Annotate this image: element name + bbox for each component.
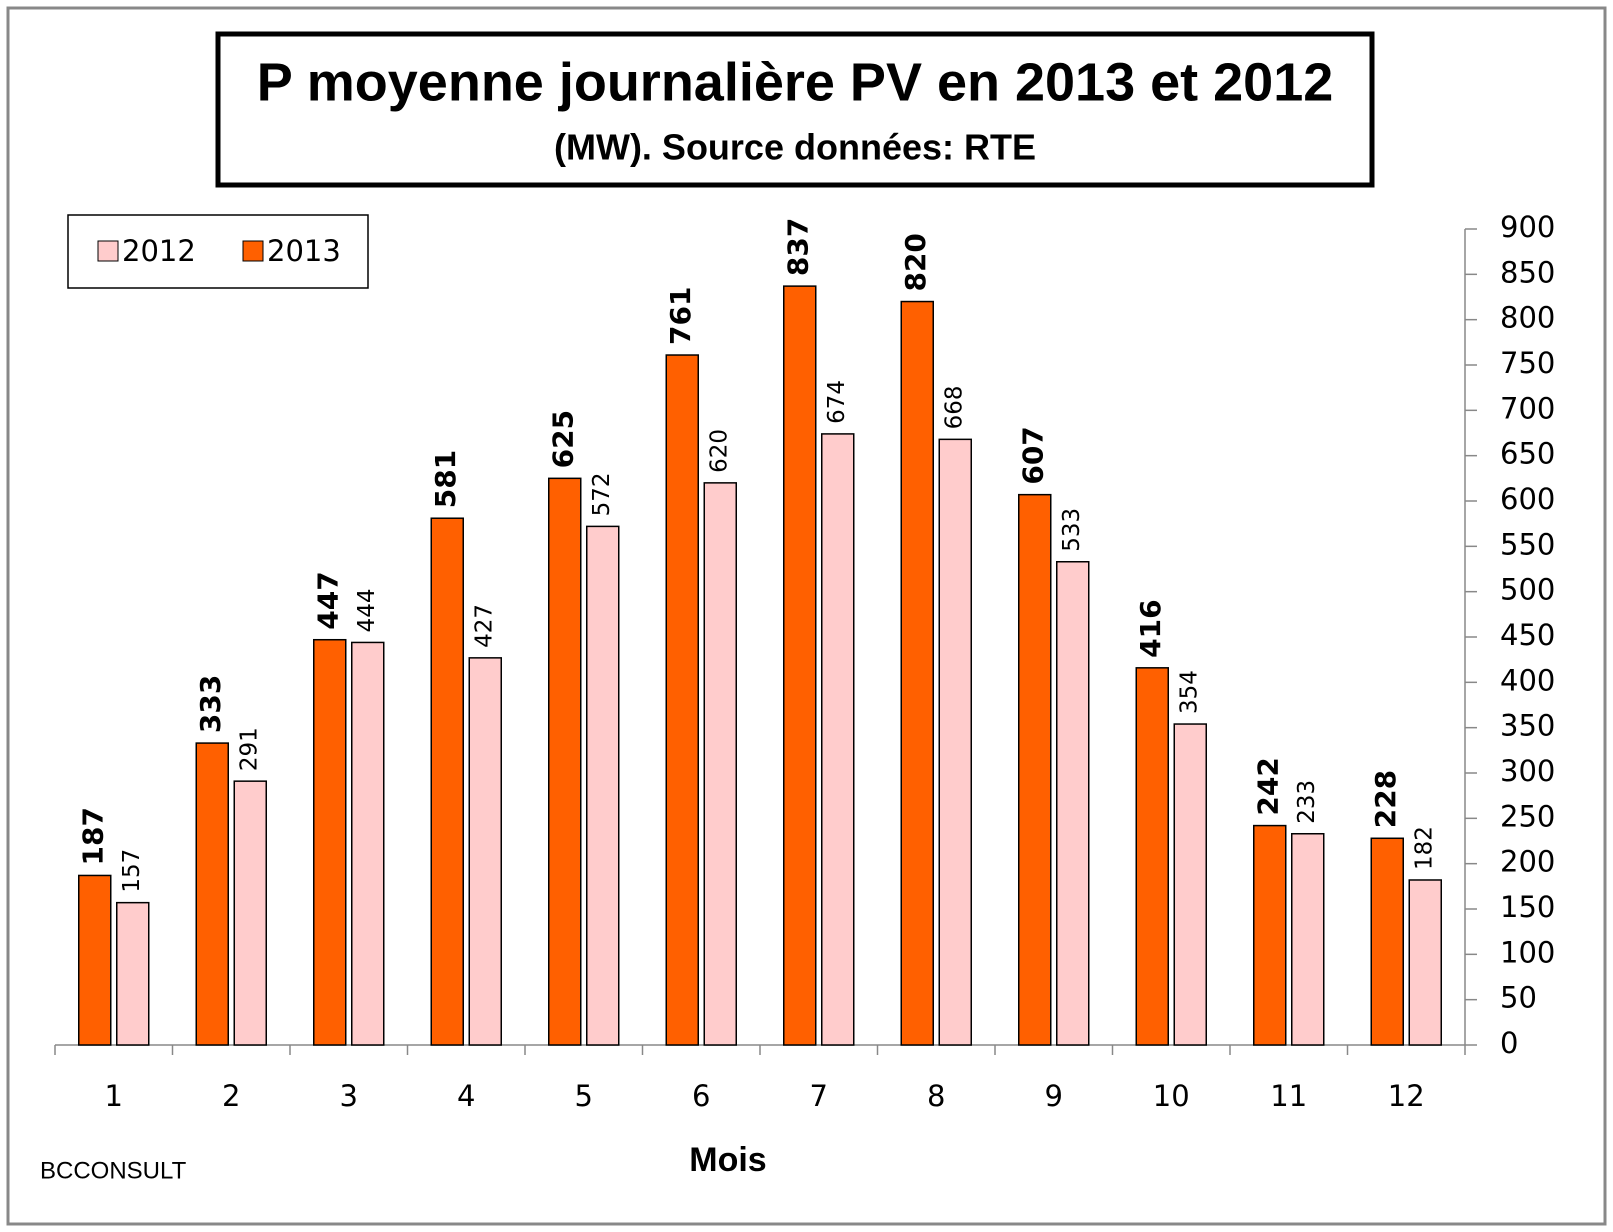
bar [195,742,229,1046]
y-tick-label: 300 [1500,754,1555,788]
data-label: 157 [119,849,145,893]
bar [313,638,347,1046]
data-label: 668 [942,385,968,429]
y-tick-label: 0 [1500,1026,1518,1060]
bar [1173,723,1207,1046]
y-tick-label: 250 [1500,799,1555,833]
bar [783,285,817,1046]
bar [665,354,699,1046]
data-label: 674 [824,380,850,424]
y-tick-label: 800 [1500,301,1555,335]
data-label: 607 [1017,426,1050,484]
data-label: 761 [664,287,697,345]
data-label: 581 [429,450,462,508]
x-tick-label: 7 [810,1079,828,1113]
bar [1408,879,1442,1046]
data-label: 242 [1252,757,1285,815]
title-box [215,31,1375,188]
y-tick-label: 500 [1500,573,1555,607]
bar [116,901,150,1046]
x-tick-label: 9 [1045,1079,1063,1113]
y-tick-label: 450 [1500,618,1555,652]
legend-swatch [242,240,264,262]
x-tick-label: 6 [692,1079,710,1113]
y-tick-label: 600 [1500,482,1555,516]
chart-title: P moyenne journalière PV en 2013 et 2012 [257,52,1334,112]
data-label: 820 [899,233,932,291]
data-label: 228 [1369,770,1402,828]
data-label: 625 [547,410,580,468]
data-label: 416 [1134,599,1167,657]
annotation: BCCONSULT [40,1157,187,1184]
bar [78,874,112,1046]
y-tick-label: 750 [1500,346,1555,380]
y-tick-label: 900 [1500,210,1555,244]
x-tick-label: 12 [1388,1079,1425,1113]
bar [586,525,620,1046]
bar [1253,824,1287,1046]
x-tick-label: 4 [457,1079,475,1113]
data-label: 444 [354,589,380,633]
bar [1056,560,1090,1046]
data-label: 233 [1294,780,1320,824]
data-label: 447 [312,571,345,629]
bar [900,300,934,1046]
bar [938,438,972,1046]
data-label: 837 [782,218,815,276]
data-label: 333 [194,675,227,733]
legend-label: 2013 [267,234,341,268]
bar [703,482,737,1046]
legend-swatch [97,240,119,262]
y-tick-label: 550 [1500,527,1555,561]
y-tick-label: 200 [1500,845,1555,879]
x-tick-label: 5 [575,1079,593,1113]
y-tick-label: 700 [1500,391,1555,425]
data-label: 427 [472,604,498,648]
data-label: 620 [707,429,733,473]
bar [233,780,267,1046]
y-tick-label: 150 [1500,890,1555,924]
y-tick-label: 50 [1500,981,1537,1015]
chart-subtitle: (MW). Source données: RTE [554,127,1036,168]
x-tick-label: 8 [927,1079,945,1113]
data-label: 291 [237,727,263,771]
bar [1291,832,1325,1046]
bar [351,641,385,1046]
data-label: 187 [77,807,110,865]
bar [430,517,464,1046]
bar [548,477,582,1046]
y-tick-label: 400 [1500,663,1555,697]
bar [1135,667,1169,1046]
y-tick-label: 650 [1500,437,1555,471]
y-tick-label: 350 [1500,709,1555,743]
data-label: 354 [1177,670,1203,714]
x-tick-label: 3 [340,1079,358,1113]
x-tick-label: 2 [222,1079,240,1113]
data-label: 182 [1412,826,1438,870]
data-label: 533 [1059,508,1085,552]
y-tick-label: 100 [1500,935,1555,969]
x-axis-label: Mois [689,1141,766,1179]
bar [1370,837,1404,1046]
x-tick-label: 10 [1153,1079,1190,1113]
data-label: 572 [589,472,615,516]
x-tick-label: 1 [105,1079,123,1113]
legend-label: 2012 [122,234,196,268]
x-tick-label: 11 [1270,1079,1307,1113]
y-tick-label: 850 [1500,255,1555,289]
bar [1018,493,1052,1046]
bar [468,657,502,1046]
bar [821,433,855,1046]
